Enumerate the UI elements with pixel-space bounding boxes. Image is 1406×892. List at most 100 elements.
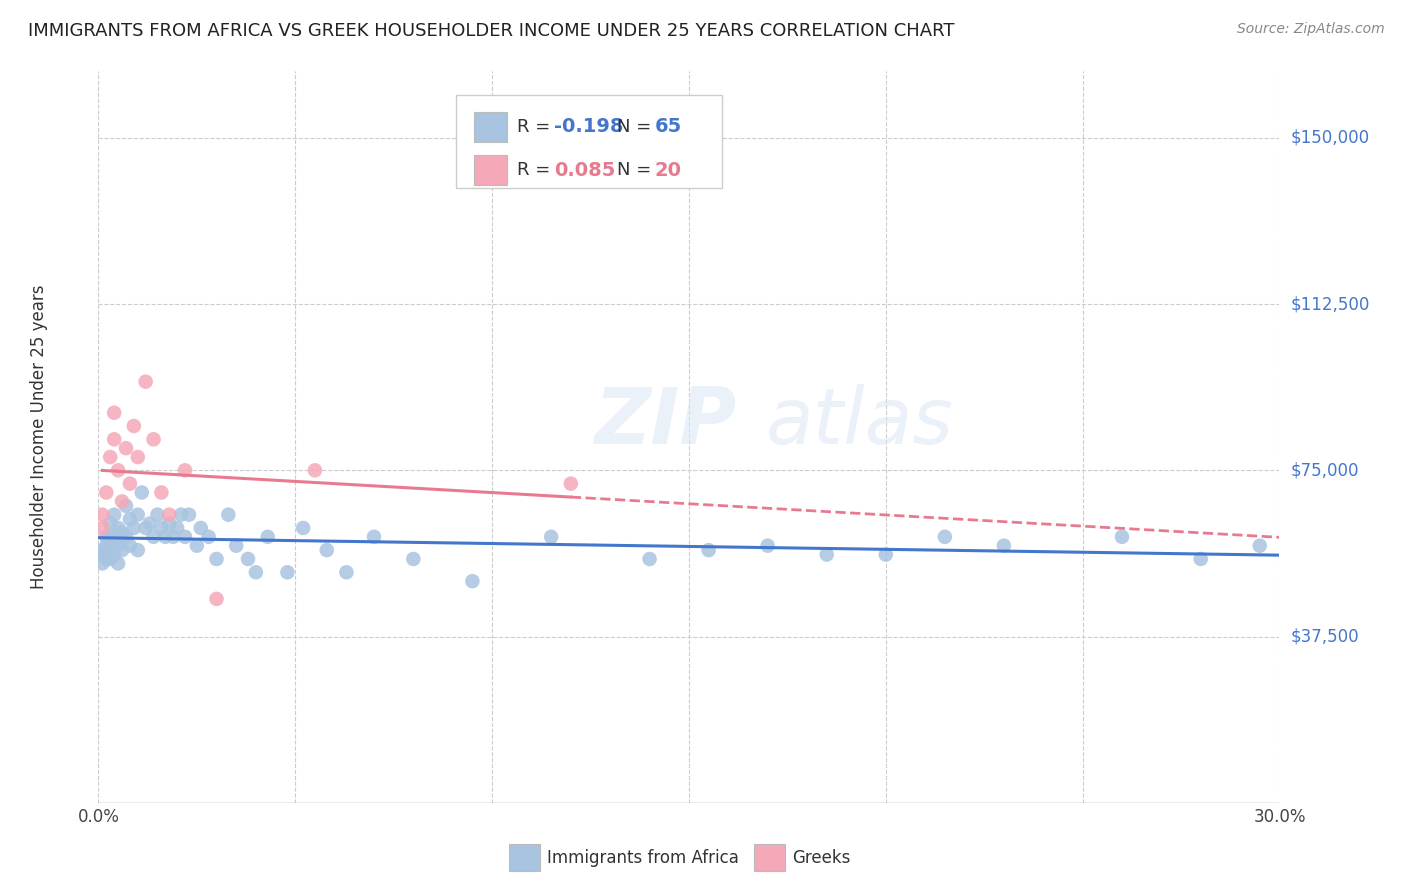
Point bbox=[127, 508, 149, 522]
Point bbox=[107, 539, 129, 553]
Text: $150,000: $150,000 bbox=[1291, 128, 1369, 147]
Text: Immigrants from Africa: Immigrants from Africa bbox=[547, 848, 740, 867]
FancyBboxPatch shape bbox=[509, 845, 540, 871]
Point bbox=[118, 512, 141, 526]
Point bbox=[174, 530, 197, 544]
Point bbox=[107, 557, 129, 571]
Text: Greeks: Greeks bbox=[792, 848, 851, 867]
Point bbox=[96, 485, 118, 500]
Point bbox=[142, 530, 165, 544]
Point bbox=[91, 557, 114, 571]
Point bbox=[135, 521, 157, 535]
Point bbox=[91, 508, 114, 522]
Point bbox=[127, 450, 149, 464]
Point bbox=[118, 539, 141, 553]
Point bbox=[304, 463, 326, 477]
Point bbox=[170, 508, 193, 522]
Point bbox=[131, 485, 153, 500]
Text: N =: N = bbox=[617, 161, 657, 179]
Point bbox=[146, 508, 169, 522]
Point bbox=[315, 543, 337, 558]
Point bbox=[115, 441, 138, 455]
Text: -0.198: -0.198 bbox=[554, 118, 624, 136]
Point bbox=[815, 548, 838, 562]
Point bbox=[91, 543, 114, 558]
Point bbox=[166, 521, 188, 535]
Point bbox=[697, 543, 720, 558]
Text: $112,500: $112,500 bbox=[1291, 295, 1369, 313]
Text: 20: 20 bbox=[655, 161, 682, 179]
Point bbox=[162, 530, 184, 544]
Point bbox=[756, 539, 779, 553]
Text: 65: 65 bbox=[655, 118, 682, 136]
Text: $37,500: $37,500 bbox=[1291, 628, 1360, 646]
Point bbox=[122, 521, 145, 535]
Point bbox=[98, 543, 121, 558]
Point bbox=[276, 566, 298, 580]
Text: IMMIGRANTS FROM AFRICA VS GREEK HOUSEHOLDER INCOME UNDER 25 YEARS CORRELATION CH: IMMIGRANTS FROM AFRICA VS GREEK HOUSEHOL… bbox=[28, 22, 955, 40]
Point bbox=[1111, 530, 1133, 544]
Point bbox=[107, 521, 129, 535]
FancyBboxPatch shape bbox=[754, 845, 785, 871]
Point bbox=[197, 530, 219, 544]
Point bbox=[103, 548, 125, 562]
Point bbox=[96, 552, 118, 566]
Point bbox=[96, 530, 118, 544]
Point bbox=[91, 548, 114, 562]
Point bbox=[155, 530, 177, 544]
Point bbox=[111, 494, 134, 508]
Point bbox=[186, 539, 208, 553]
Point bbox=[363, 530, 385, 544]
Point bbox=[190, 521, 212, 535]
Point bbox=[103, 406, 125, 420]
Point bbox=[111, 525, 134, 540]
Point bbox=[335, 566, 357, 580]
FancyBboxPatch shape bbox=[474, 154, 508, 186]
Point bbox=[98, 450, 121, 464]
Point bbox=[217, 508, 239, 522]
Text: R =: R = bbox=[516, 161, 555, 179]
Point bbox=[115, 530, 138, 544]
Point bbox=[103, 508, 125, 522]
Point bbox=[256, 530, 278, 544]
Point bbox=[150, 521, 173, 535]
Point bbox=[118, 476, 141, 491]
Point bbox=[150, 485, 173, 500]
Point bbox=[138, 516, 160, 531]
Point bbox=[174, 463, 197, 477]
Point bbox=[1249, 539, 1271, 553]
Point bbox=[205, 552, 228, 566]
Text: ZIP: ZIP bbox=[595, 384, 737, 460]
Point bbox=[96, 539, 118, 553]
Point bbox=[98, 552, 121, 566]
Point bbox=[98, 530, 121, 544]
Text: atlas: atlas bbox=[766, 384, 953, 460]
Point bbox=[107, 463, 129, 477]
Point bbox=[245, 566, 267, 580]
Point bbox=[103, 432, 125, 446]
Text: $75,000: $75,000 bbox=[1291, 461, 1360, 479]
Point bbox=[103, 534, 125, 549]
Point bbox=[127, 543, 149, 558]
Text: Householder Income Under 25 years: Householder Income Under 25 years bbox=[31, 285, 48, 590]
Point bbox=[225, 539, 247, 553]
Point bbox=[142, 432, 165, 446]
Point bbox=[461, 574, 484, 589]
FancyBboxPatch shape bbox=[474, 112, 508, 143]
Point bbox=[402, 552, 425, 566]
Point bbox=[875, 548, 897, 562]
Point bbox=[98, 516, 121, 531]
Text: 0.085: 0.085 bbox=[554, 161, 616, 179]
Point bbox=[638, 552, 661, 566]
Point bbox=[993, 539, 1015, 553]
Point bbox=[560, 476, 582, 491]
Point bbox=[115, 499, 138, 513]
Point bbox=[157, 516, 180, 531]
Text: Source: ZipAtlas.com: Source: ZipAtlas.com bbox=[1237, 22, 1385, 37]
Point bbox=[122, 419, 145, 434]
Point bbox=[111, 543, 134, 558]
Point bbox=[1189, 552, 1212, 566]
Point bbox=[236, 552, 259, 566]
Text: N =: N = bbox=[617, 118, 657, 136]
Point bbox=[934, 530, 956, 544]
